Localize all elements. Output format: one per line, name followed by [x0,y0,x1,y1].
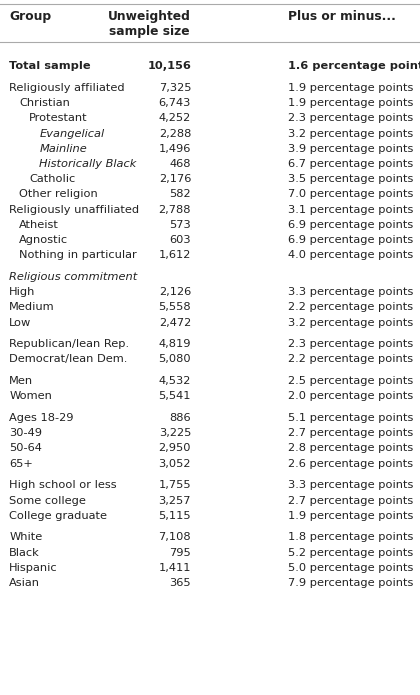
Text: 3.9 percentage points: 3.9 percentage points [288,144,413,154]
Text: 3.5 percentage points: 3.5 percentage points [288,174,413,184]
Text: Other religion: Other religion [19,190,98,199]
Text: 4,819: 4,819 [159,339,191,349]
Text: 5.2 percentage points: 5.2 percentage points [288,548,413,557]
Text: 2.8 percentage points: 2.8 percentage points [288,443,413,453]
Text: Hispanic: Hispanic [9,563,58,573]
Text: 795: 795 [169,548,191,557]
Text: 3,225: 3,225 [159,428,191,439]
Text: Religiously unaffiliated: Religiously unaffiliated [9,204,139,215]
Text: 2.7 percentage points: 2.7 percentage points [288,496,413,505]
Text: Ages 18-29: Ages 18-29 [9,413,74,423]
Text: Some college: Some college [9,496,86,505]
Text: 582: 582 [170,190,191,199]
Text: 3.2 percentage points: 3.2 percentage points [288,318,413,327]
Text: Nothing in particular: Nothing in particular [19,250,137,260]
Text: 7,108: 7,108 [158,532,191,542]
Text: 65+: 65+ [9,459,33,468]
Text: 2.2 percentage points: 2.2 percentage points [288,302,413,312]
Text: 1,411: 1,411 [159,563,191,573]
Text: 4,252: 4,252 [159,113,191,124]
Text: Protestant: Protestant [29,113,88,124]
Text: 2.0 percentage points: 2.0 percentage points [288,391,413,401]
Text: 2,176: 2,176 [159,174,191,184]
Text: 7.9 percentage points: 7.9 percentage points [288,578,413,588]
Text: 3.3 percentage points: 3.3 percentage points [288,480,413,490]
Text: 1.9 percentage points: 1.9 percentage points [288,98,413,108]
Text: 5.1 percentage points: 5.1 percentage points [288,413,413,423]
Text: 2,472: 2,472 [159,318,191,327]
Text: Religiously affiliated: Religiously affiliated [9,83,125,93]
Text: 3.2 percentage points: 3.2 percentage points [288,129,413,138]
Text: Catholic: Catholic [29,174,76,184]
Text: 365: 365 [170,578,191,588]
Text: 6,743: 6,743 [159,98,191,108]
Text: 603: 603 [170,235,191,245]
Text: Asian: Asian [9,578,40,588]
Text: Mainline: Mainline [39,144,87,154]
Text: 3.3 percentage points: 3.3 percentage points [288,287,413,297]
Text: Democrat/lean Dem.: Democrat/lean Dem. [9,354,128,364]
Text: Religious commitment: Religious commitment [9,272,137,282]
Text: Atheist: Atheist [19,220,59,230]
Text: 1.9 percentage points: 1.9 percentage points [288,83,413,93]
Text: Republican/lean Rep.: Republican/lean Rep. [9,339,129,349]
Text: High school or less: High school or less [9,480,117,490]
Text: 2.5 percentage points: 2.5 percentage points [288,376,413,386]
Text: 1.6 percentage points: 1.6 percentage points [288,61,420,72]
Text: 2.3 percentage points: 2.3 percentage points [288,113,413,124]
Text: 30-49: 30-49 [9,428,42,439]
Text: 886: 886 [170,413,191,423]
Text: 573: 573 [169,220,191,230]
Text: Historically Black: Historically Black [39,159,136,169]
Text: Black: Black [9,548,40,557]
Text: 1,755: 1,755 [158,480,191,490]
Text: 2.2 percentage points: 2.2 percentage points [288,354,413,364]
Text: Evangelical: Evangelical [39,129,104,138]
Text: 7.0 percentage points: 7.0 percentage points [288,190,413,199]
Text: 6.9 percentage points: 6.9 percentage points [288,235,413,245]
Text: 6.7 percentage points: 6.7 percentage points [288,159,413,169]
Text: Christian: Christian [19,98,70,108]
Text: Total sample: Total sample [9,61,91,72]
Text: 1.8 percentage points: 1.8 percentage points [288,532,413,542]
Text: 50-64: 50-64 [9,443,42,453]
Text: 2,788: 2,788 [159,204,191,215]
Text: High: High [9,287,36,297]
Text: 5,558: 5,558 [158,302,191,312]
Text: 1.9 percentage points: 1.9 percentage points [288,511,413,521]
Text: 6.9 percentage points: 6.9 percentage points [288,220,413,230]
Text: 3,257: 3,257 [159,496,191,505]
Text: Medium: Medium [9,302,55,312]
Text: 5,115: 5,115 [158,511,191,521]
Text: 1,612: 1,612 [159,250,191,260]
Text: 3,052: 3,052 [159,459,191,468]
Text: Low: Low [9,318,32,327]
Text: Agnostic: Agnostic [19,235,68,245]
Text: 5,541: 5,541 [159,391,191,401]
Text: Plus or minus...: Plus or minus... [288,10,396,23]
Text: 7,325: 7,325 [159,83,191,93]
Text: 2.6 percentage points: 2.6 percentage points [288,459,413,468]
Text: 4.0 percentage points: 4.0 percentage points [288,250,413,260]
Text: 4,532: 4,532 [159,376,191,386]
Text: 2,288: 2,288 [159,129,191,138]
Text: 2.7 percentage points: 2.7 percentage points [288,428,413,439]
Text: Men: Men [9,376,33,386]
Text: 5.0 percentage points: 5.0 percentage points [288,563,413,573]
Text: Group: Group [9,10,51,23]
Text: 2,126: 2,126 [159,287,191,297]
Text: White: White [9,532,42,542]
Text: Unweighted
sample size: Unweighted sample size [108,10,191,38]
Text: 468: 468 [170,159,191,169]
Text: 1,496: 1,496 [159,144,191,154]
Text: 5,080: 5,080 [158,354,191,364]
Text: 10,156: 10,156 [147,61,191,72]
Text: 2,950: 2,950 [159,443,191,453]
Text: 2.3 percentage points: 2.3 percentage points [288,339,413,349]
Text: College graduate: College graduate [9,511,107,521]
Text: Women: Women [9,391,52,401]
Text: 3.1 percentage points: 3.1 percentage points [288,204,413,215]
